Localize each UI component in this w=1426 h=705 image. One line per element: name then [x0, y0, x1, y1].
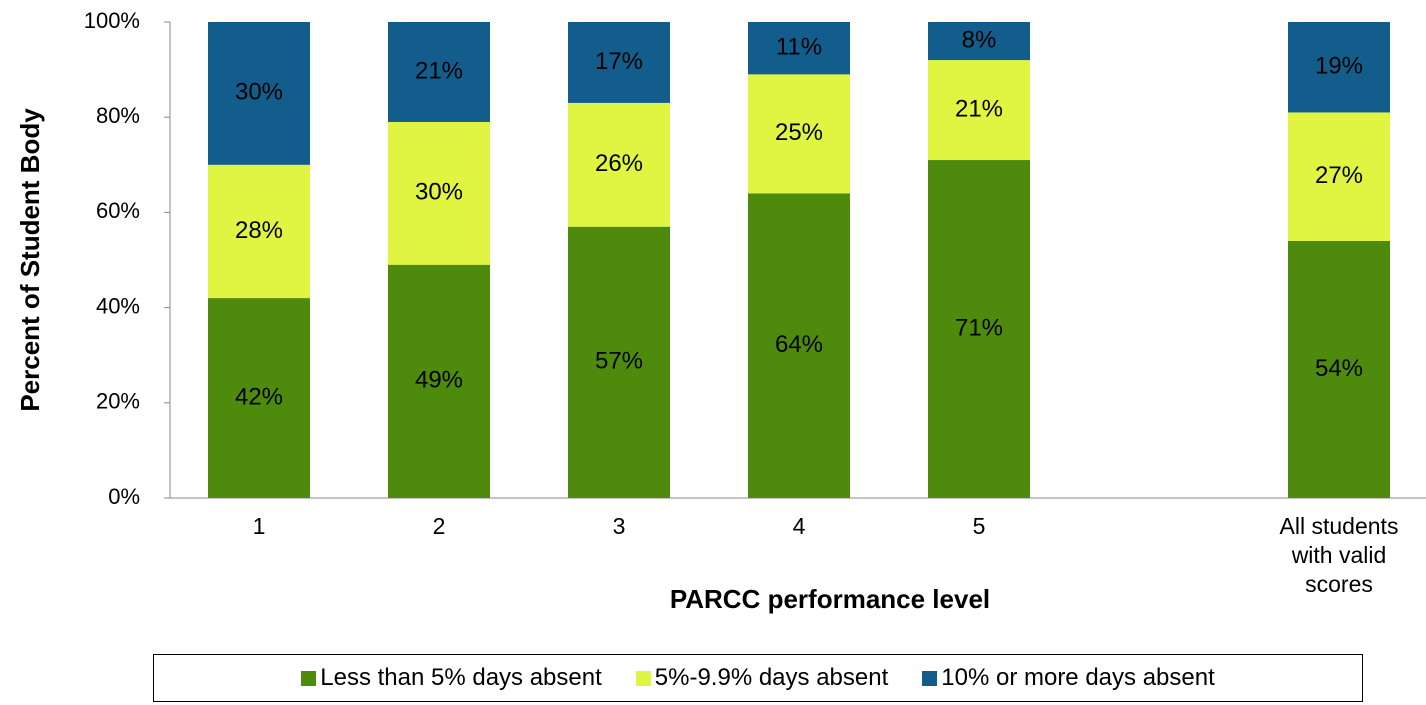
x-tick-label: 5: [972, 513, 986, 539]
bar-segment: [1288, 112, 1390, 241]
legend-swatch: [635, 670, 651, 686]
data-label: 21%: [955, 95, 1003, 122]
data-label: 26%: [595, 150, 643, 177]
bar-segment: [928, 22, 1030, 61]
legend-label: Less than 5% days absent: [320, 664, 602, 691]
data-label: 17%: [595, 48, 643, 75]
legend-swatch: [301, 670, 317, 686]
y-tick-label: 100%: [84, 8, 140, 33]
bar-segment: [1288, 22, 1390, 113]
legend-swatch: [922, 670, 938, 686]
bar-segment: [388, 121, 490, 265]
y-tick-label: 20%: [96, 389, 140, 414]
legend-item: 5%-9.9% days absent: [635, 664, 889, 692]
bar-segment: [568, 22, 670, 103]
data-label: 21%: [415, 57, 463, 84]
legend-item: 10% or more days absent: [922, 664, 1215, 692]
bar-segment: [748, 193, 850, 499]
x-tick-label: 2: [432, 513, 446, 539]
data-label: 27%: [1315, 162, 1363, 189]
bar-segment: [208, 164, 310, 299]
data-label: 19%: [1315, 53, 1363, 80]
y-tick-label: 80%: [96, 103, 140, 128]
legend-label: 5%-9.9% days absent: [654, 664, 889, 691]
bar-segment: [1288, 240, 1390, 498]
data-label: 42%: [235, 383, 283, 410]
data-label: 28%: [235, 217, 283, 244]
data-label: 57%: [595, 348, 643, 375]
legend: Less than 5% days absent 5%-9.9% days abs…: [153, 654, 1363, 702]
data-label: 30%: [415, 179, 463, 206]
data-label: 30%: [235, 79, 283, 106]
data-label: 25%: [775, 119, 823, 146]
bar-segment: [388, 264, 490, 498]
bar-segment: [748, 74, 850, 194]
legend-label: 10% or more days absent: [941, 664, 1215, 691]
bar-segment: [928, 160, 1030, 499]
x-tick-label: All students with valid scores: [1279, 513, 1399, 597]
bar-segment: [568, 226, 670, 498]
y-axis-title: Percent of Student Body: [15, 108, 45, 412]
x-tick-label: 4: [792, 513, 806, 539]
data-label: 49%: [415, 367, 463, 394]
y-tick-label: 40%: [96, 293, 140, 318]
bar-segment: [208, 298, 310, 498]
x-tick-label: 3: [612, 513, 626, 539]
data-label: 11%: [776, 34, 822, 61]
bar-segment: [388, 22, 490, 122]
data-label: 54%: [1315, 355, 1363, 382]
y-tick-label: 0%: [108, 484, 140, 509]
x-axis-title: PARCC performance level: [670, 584, 990, 614]
legend-item: Less than 5% days absent: [301, 664, 602, 692]
bar-segment: [928, 60, 1030, 161]
data-label: 8%: [962, 26, 997, 53]
bar-segment: [748, 22, 850, 75]
y-tick-label: 60%: [96, 198, 140, 223]
data-label: 71%: [955, 314, 1003, 341]
bar-segment: [568, 102, 670, 227]
x-tick-label: 1: [252, 513, 266, 539]
data-label: 64%: [775, 331, 823, 358]
bar-segment: [208, 22, 310, 165]
